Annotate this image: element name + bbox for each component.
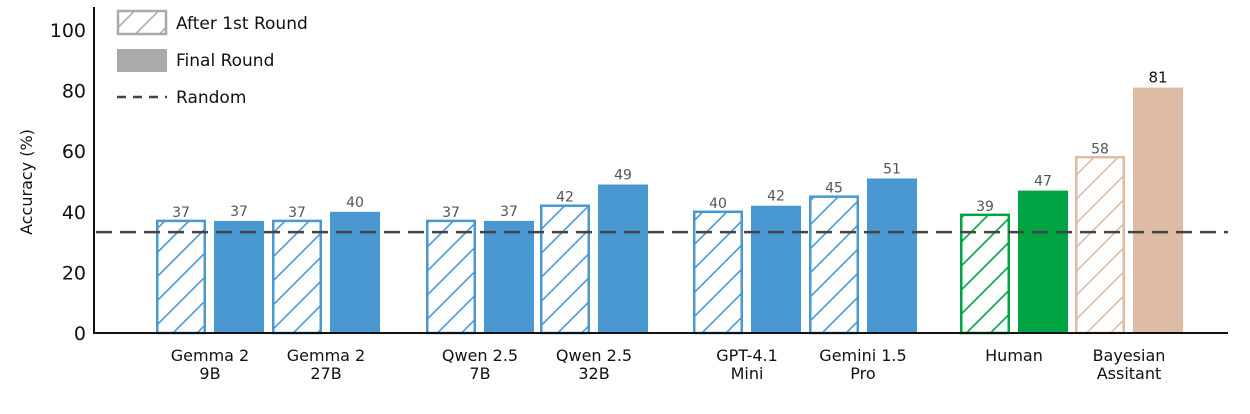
category-label: GPT-4.1 Mini — [716, 346, 778, 383]
bar-after-1st-round — [1075, 156, 1125, 335]
y-axis-title: Accuracy (%) — [17, 129, 36, 235]
bar-after-1st-round — [272, 219, 322, 335]
bar-after-1st-round — [693, 210, 743, 335]
bar-final-round — [330, 211, 380, 333]
bar-after-1st-round — [156, 219, 206, 335]
category-label: Gemma 2 27B — [287, 346, 365, 383]
category-label: Human — [985, 346, 1043, 365]
value-label: 40 — [346, 195, 364, 211]
value-label: 42 — [767, 189, 785, 205]
legend-swatch-hatched — [116, 9, 168, 36]
y-tick-label: 60 — [62, 141, 86, 163]
value-label: 47 — [1034, 174, 1052, 190]
bar-after-1st-round — [540, 204, 590, 335]
value-label: 81 — [1148, 69, 1167, 87]
bars-group: 37 37 Gemma 2 9B 37 40 Gemma 2 27B 37 37 Qwen 2.5 7… — [156, 69, 1183, 383]
category-label: Bayesian Assitant — [1093, 346, 1166, 383]
axes: 0 20 40 60 80 100 Accuracy (%) — [17, 7, 1228, 345]
bar-group-bayesian-assitant: 58 81 Bayesian Assitant — [1075, 69, 1183, 383]
category-label: Qwen 2.5 7B — [442, 346, 518, 383]
value-label: 40 — [709, 196, 727, 212]
y-tick-label: 80 — [62, 81, 86, 103]
value-label: 45 — [825, 181, 843, 197]
bar-final-round — [598, 184, 648, 333]
legend-item-random: Random — [117, 88, 246, 108]
value-label: 39 — [976, 199, 994, 215]
bar-final-round — [214, 220, 264, 333]
legend-label: Final Round — [176, 51, 274, 71]
bar-group-qwen-2-5-7b: 37 37 Qwen 2.5 7B — [426, 204, 534, 383]
value-label: 37 — [172, 205, 190, 221]
bar-group-gpt-4-1-mini: 40 42 GPT-4.1 Mini — [693, 189, 801, 383]
legend-item-after-1st-round: After 1st Round — [116, 9, 308, 36]
legend-label: After 1st Round — [176, 14, 308, 34]
value-label: 37 — [500, 204, 518, 220]
category-label: Gemma 2 9B — [171, 346, 249, 383]
bar-final-round — [1018, 190, 1068, 333]
y-tick-label: 20 — [62, 262, 86, 284]
legend-item-final-round: Final Round — [117, 49, 274, 72]
bar-final-round — [867, 178, 917, 333]
value-label: 37 — [442, 205, 460, 221]
legend: After 1st Round Final Round Random — [116, 9, 308, 108]
bar-group-human: 39 47 Human — [960, 174, 1068, 365]
category-label: Qwen 2.5 32B — [556, 346, 632, 383]
value-label: 42 — [556, 190, 574, 206]
bar-after-1st-round — [426, 219, 476, 335]
category-label: Gemini 1.5 Pro — [819, 346, 906, 383]
legend-label: Random — [176, 88, 246, 108]
value-label: 58 — [1091, 141, 1109, 157]
value-label: 37 — [288, 205, 306, 221]
y-tick-label: 40 — [62, 202, 86, 224]
value-label: 37 — [230, 204, 248, 220]
bar-group-gemini-1-5-pro: 45 51 Gemini 1.5 Pro — [809, 161, 917, 383]
bar-group-qwen-2-5-32b: 42 49 Qwen 2.5 32B — [540, 168, 648, 383]
bar-after-1st-round — [960, 213, 1010, 335]
bar-final-round — [751, 205, 801, 333]
bar-final-round — [1133, 87, 1183, 333]
value-label: 49 — [614, 168, 632, 184]
legend-swatch-solid — [117, 49, 167, 72]
y-tick-label: 0 — [74, 323, 86, 345]
value-label: 51 — [883, 161, 901, 177]
bar-group-gemma-2-9b: 37 37 Gemma 2 9B — [156, 204, 264, 383]
bar-after-1st-round — [809, 195, 859, 335]
y-tick-label: 100 — [50, 20, 86, 42]
bar-final-round — [484, 220, 534, 333]
bar-group-gemma-2-27b: 37 40 Gemma 2 27B — [272, 195, 380, 383]
